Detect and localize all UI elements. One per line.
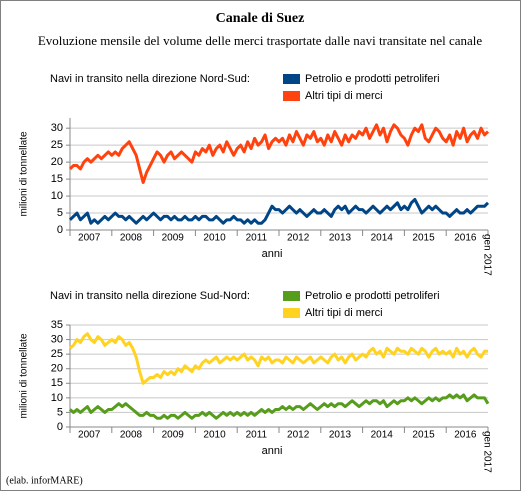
y-tick-label: 25 bbox=[51, 139, 63, 151]
x-tick-label: 2013 bbox=[329, 430, 352, 441]
title: Canale di Suez bbox=[216, 11, 305, 26]
legend-swatch bbox=[283, 291, 300, 301]
y-tick-label: 15 bbox=[51, 377, 63, 389]
credit: (elab. inforMARE) bbox=[6, 475, 83, 486]
x-tick-label: 2013 bbox=[329, 233, 352, 244]
x-tick-label: 2016 bbox=[454, 233, 477, 244]
series-line bbox=[68, 197, 490, 225]
x-tick-label: 2007 bbox=[78, 430, 101, 441]
x-tick-label: 2014 bbox=[371, 430, 394, 441]
x-tick-label: 2008 bbox=[120, 430, 143, 441]
legend-swatch bbox=[283, 74, 300, 84]
x-tick-label: 2012 bbox=[287, 233, 310, 244]
x-tick-label: gen 2017 bbox=[481, 431, 492, 473]
subtitle: Evoluzione mensile del volume delle merc… bbox=[38, 33, 483, 48]
x-tick-label: 2009 bbox=[162, 233, 185, 244]
y-tick-label: 15 bbox=[51, 173, 63, 185]
legend-label: Altri tipi di merci bbox=[305, 307, 383, 319]
x-tick-label: 2007 bbox=[78, 233, 101, 244]
y-tick-label: 5 bbox=[57, 207, 63, 219]
x-tick-label: 2011 bbox=[246, 430, 268, 441]
legend-label: Petrolio e prodotti petroliferi bbox=[305, 73, 440, 85]
x-tick-label: 2009 bbox=[162, 430, 185, 441]
series-line bbox=[69, 393, 490, 420]
x-tick-label: 2016 bbox=[454, 430, 477, 441]
legend-title: Navi in transito nella direzione Nord-Su… bbox=[50, 73, 250, 85]
y-tick-label: 30 bbox=[51, 333, 63, 345]
x-tick-label: 2011 bbox=[246, 233, 268, 244]
y-tick-label: 0 bbox=[57, 421, 63, 433]
y-tick-label: 25 bbox=[51, 348, 63, 360]
y-tick-label: 10 bbox=[51, 190, 63, 202]
legend-swatch bbox=[283, 91, 300, 101]
y-tick-label: 35 bbox=[51, 319, 63, 331]
y-axis-label: milioni di tonnellate bbox=[19, 131, 30, 216]
y-tick-label: 10 bbox=[51, 392, 63, 404]
y-tick-label: 20 bbox=[51, 363, 63, 375]
series-line bbox=[69, 332, 488, 385]
x-tick-label: 2012 bbox=[287, 430, 310, 441]
series-line bbox=[68, 123, 490, 184]
x-tick-label: 2015 bbox=[412, 233, 435, 244]
x-tick-label: gen 2017 bbox=[481, 234, 492, 276]
y-tick-label: 0 bbox=[57, 224, 63, 236]
legend-title: Navi in transito nella direzione Sud-Nor… bbox=[50, 290, 250, 302]
y-tick-label: 30 bbox=[51, 122, 63, 134]
x-axis-label: anni bbox=[262, 445, 283, 457]
legend-label: Petrolio e prodotti petroliferi bbox=[305, 290, 440, 302]
x-axis-label: anni bbox=[262, 248, 283, 260]
x-tick-label: 2010 bbox=[203, 233, 226, 244]
x-tick-label: 2010 bbox=[203, 430, 226, 441]
y-tick-label: 5 bbox=[57, 406, 63, 418]
x-tick-label: 2014 bbox=[371, 233, 394, 244]
legend-label: Altri tipi di merci bbox=[305, 90, 383, 102]
x-tick-label: 2008 bbox=[120, 233, 143, 244]
x-tick-label: 2015 bbox=[412, 430, 435, 441]
legend-swatch bbox=[283, 308, 300, 318]
y-tick-label: 20 bbox=[51, 156, 63, 168]
y-axis-label: milioni di tonnellate bbox=[19, 333, 30, 418]
